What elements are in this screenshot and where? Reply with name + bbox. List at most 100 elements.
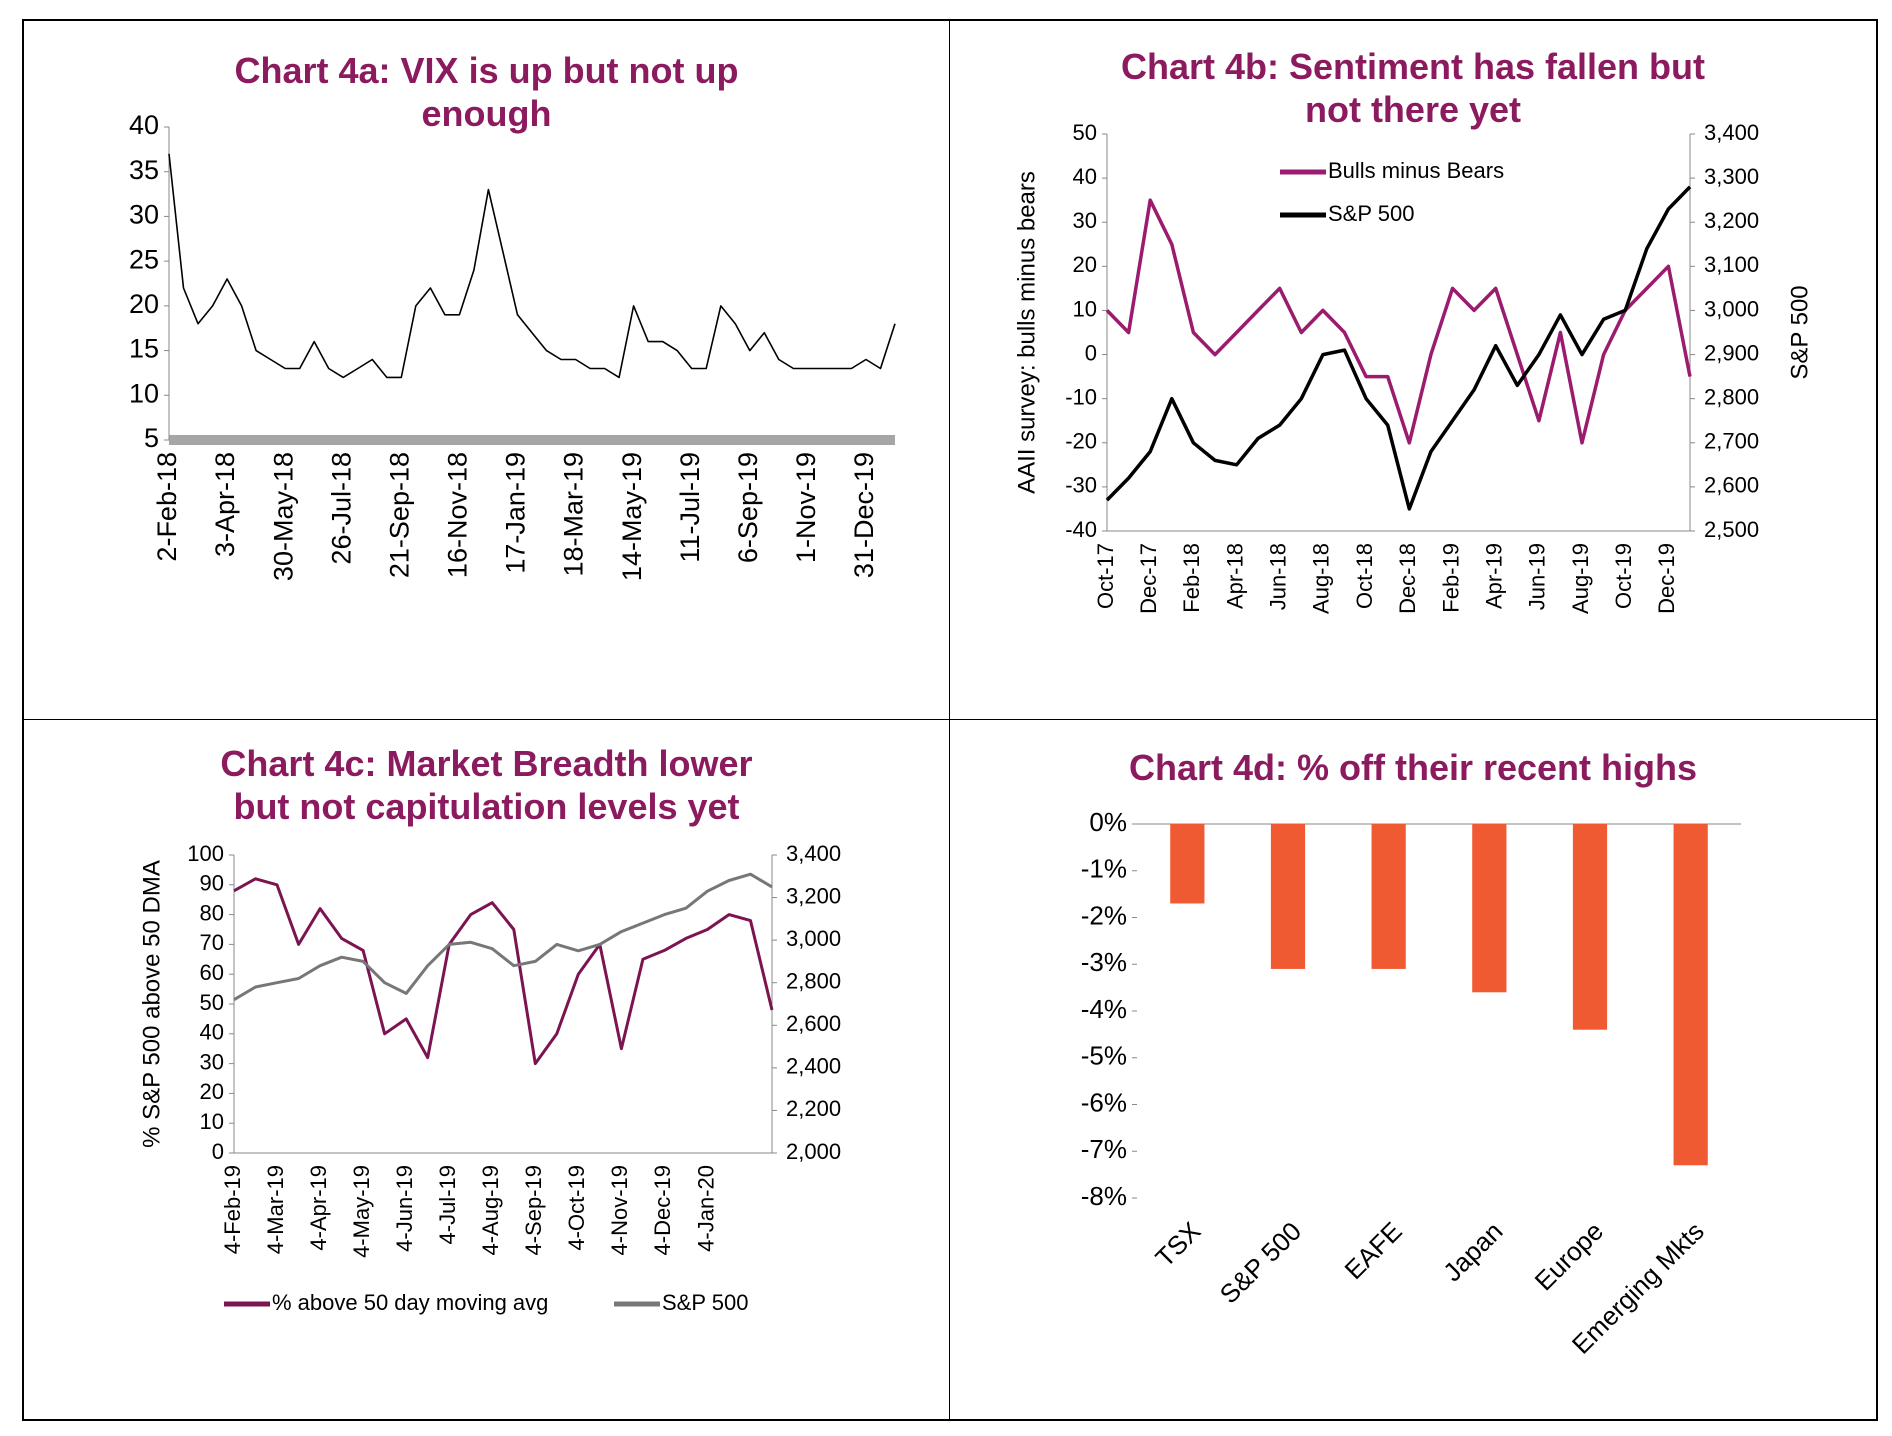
panel: 0 10 20 30 40 50 60 70 80 90 100 2,000 2,200 2,400 2,6… [24,720,950,1419]
series-line [1105,198,1692,445]
x-tick-label: 18-Mar-19 [559,452,589,577]
chart-title: Chart 4c: Market Breadth lower but not c… [220,743,753,827]
panel: -40 -30 -20 -10 0 10 20 30 40 50 2,500 2,600 2,700 2,… [950,21,1876,720]
y2-tick-label: 3,100 [1704,252,1759,277]
y-tick-label: -7% [1081,1134,1127,1164]
y-tick-label: 30 [1073,208,1097,233]
x-tick-label: Apr-19 [1481,543,1506,609]
x-tick-label: Feb-19 [1438,543,1463,613]
y-tick-label: -5% [1081,1041,1127,1071]
y-axis-label: % S&P 500 above 50 DMA [138,860,165,1148]
x-tick-label: 17-Jan-19 [501,452,531,574]
chart: 0 10 20 30 40 50 60 70 80 90 100 2,000 2,200 2,400 2,6… [138,841,841,1315]
x-tick-label: Dec-17 [1136,543,1161,614]
x-tick-label: Oct-17 [1093,543,1118,609]
y-tick-label: 15 [129,334,159,364]
x-tick-label: 16-Nov-18 [443,452,473,578]
x-tick-label: Dec-19 [1654,543,1679,614]
chart: 0% -1% -2% -3% -4% -5% -6% -7% -8% TSX S&P 500 EAFE… [1081,807,1741,1360]
x-tick-label: Japan [1437,1216,1508,1287]
y2-tick-label: 3,400 [786,841,841,866]
y-tick-label: 25 [129,244,159,274]
y-tick-label: 70 [200,930,224,955]
y-tick-label: 35 [129,155,159,185]
y-tick-label: 20 [1073,252,1097,277]
chart-title: Chart 4a: VIX is up but not up enough [234,50,739,134]
x-tick-label: Jun-19 [1525,543,1550,610]
x-tick-label: 4-Sep-19 [521,1165,546,1256]
y2-tick-label: 2,500 [1704,517,1759,542]
y2-tick-label: 3,200 [1704,208,1759,233]
x-tick-label: 31-Dec-19 [849,452,879,578]
x-tick-label: Apr-18 [1222,543,1247,609]
y-tick-label: 40 [1073,164,1097,189]
y-tick-label: 60 [200,960,224,985]
y2-tick-label: 2,900 [1704,340,1759,365]
y2-tick-label: 2,800 [786,969,841,994]
bar [1371,824,1406,969]
x-tick-label: 26-Jul-18 [326,452,356,565]
y2-tick-label: 2,800 [1704,384,1759,409]
y-tick-label: 10 [1073,296,1097,321]
y2-tick-label: 2,400 [786,1054,841,1079]
y2-tick-label: 2,600 [1704,473,1759,498]
y2-tick-label: 2,600 [786,1011,841,1036]
chart-grid: 5 10 15 20 25 30 35 40 2-Feb-18 3-Apr-18 30-May-18… [22,19,1878,1421]
y-tick-label: 0 [1085,340,1097,365]
y-tick-label: 10 [129,378,159,408]
x-tick-label: 4-Jul-19 [435,1165,460,1244]
chart-title: Chart 4b: Sentiment has fallen but not t… [1120,46,1706,130]
y2-tick-label: 3,000 [1704,296,1759,321]
y-tick-label: -1% [1081,854,1127,884]
y-tick-label: 50 [1073,120,1097,145]
y-tick-label: 80 [200,900,224,925]
x-tick-label: 1-Nov-19 [791,452,821,563]
y-tick-label: 90 [200,871,224,896]
series-line [168,153,896,379]
y-tick-label: -20 [1065,429,1097,454]
legend-label: S&P 500 [1328,201,1414,226]
x-tick-label: Oct-18 [1352,543,1377,609]
panel: 0% -1% -2% -3% -4% -5% -6% -7% -8% TSX S&P 500 EAFE… [950,720,1876,1419]
y-tick-label: -10 [1065,384,1097,409]
x-tick-label: S&P 500 [1214,1216,1307,1309]
x-tick-label: 4-May-19 [349,1165,374,1258]
y-tick-label: -3% [1081,947,1127,977]
y2-tick-label: 2,000 [786,1139,841,1164]
y-tick-label: -8% [1081,1181,1127,1211]
y2-tick-label: 2,700 [1704,429,1759,454]
y-tick-label: -40 [1065,517,1097,542]
x-tick-label: 4-Jan-20 [693,1165,718,1252]
y-tick-label: -30 [1065,473,1097,498]
x-tick-label: 6-Sep-19 [733,452,763,563]
y-tick-label: 0% [1089,807,1127,837]
y-tick-label: -4% [1081,994,1127,1024]
chart: 5 10 15 20 25 30 35 40 2-Feb-18 3-Apr-18 30-May-18… [129,110,896,581]
bar [1673,824,1708,1166]
y-tick-label: 30 [200,1049,224,1074]
y-tick-label: 20 [129,289,159,319]
y2-tick-label: 3,400 [1704,120,1759,145]
x-tick-label: 14-May-19 [617,452,647,581]
y-tick-label: 50 [200,990,224,1015]
bar [1572,824,1608,1030]
y-tick-label: -6% [1081,1087,1127,1117]
y2-tick-label: 3,000 [786,926,841,951]
x-tick-label: 3-Apr-18 [210,452,240,557]
y-tick-label: 100 [187,841,224,866]
x-tick-label: 4-Feb-19 [220,1165,245,1254]
x-tick-label: 4-Nov-19 [607,1165,632,1255]
y-tick-label: 30 [129,200,159,230]
x-tick-label: Dec-18 [1395,543,1420,614]
bar [1270,824,1306,969]
legend-label: % above 50 day moving avg [272,1290,548,1315]
x-tick-label: 30-May-18 [268,452,298,581]
panel: 5 10 15 20 25 30 35 40 2-Feb-18 3-Apr-18 30-May-18… [24,21,950,720]
y-tick-label: 40 [200,1020,224,1045]
x-tick-label: 4-Aug-19 [478,1165,503,1256]
x-tick-label: Europe [1529,1216,1609,1296]
y-axis-label: AAII survey: bulls minus bears [1013,171,1040,494]
series-line [1105,185,1692,511]
x-tick-label: 4-Apr-19 [306,1165,331,1251]
x-tick-label: 4-Oct-19 [564,1165,589,1251]
